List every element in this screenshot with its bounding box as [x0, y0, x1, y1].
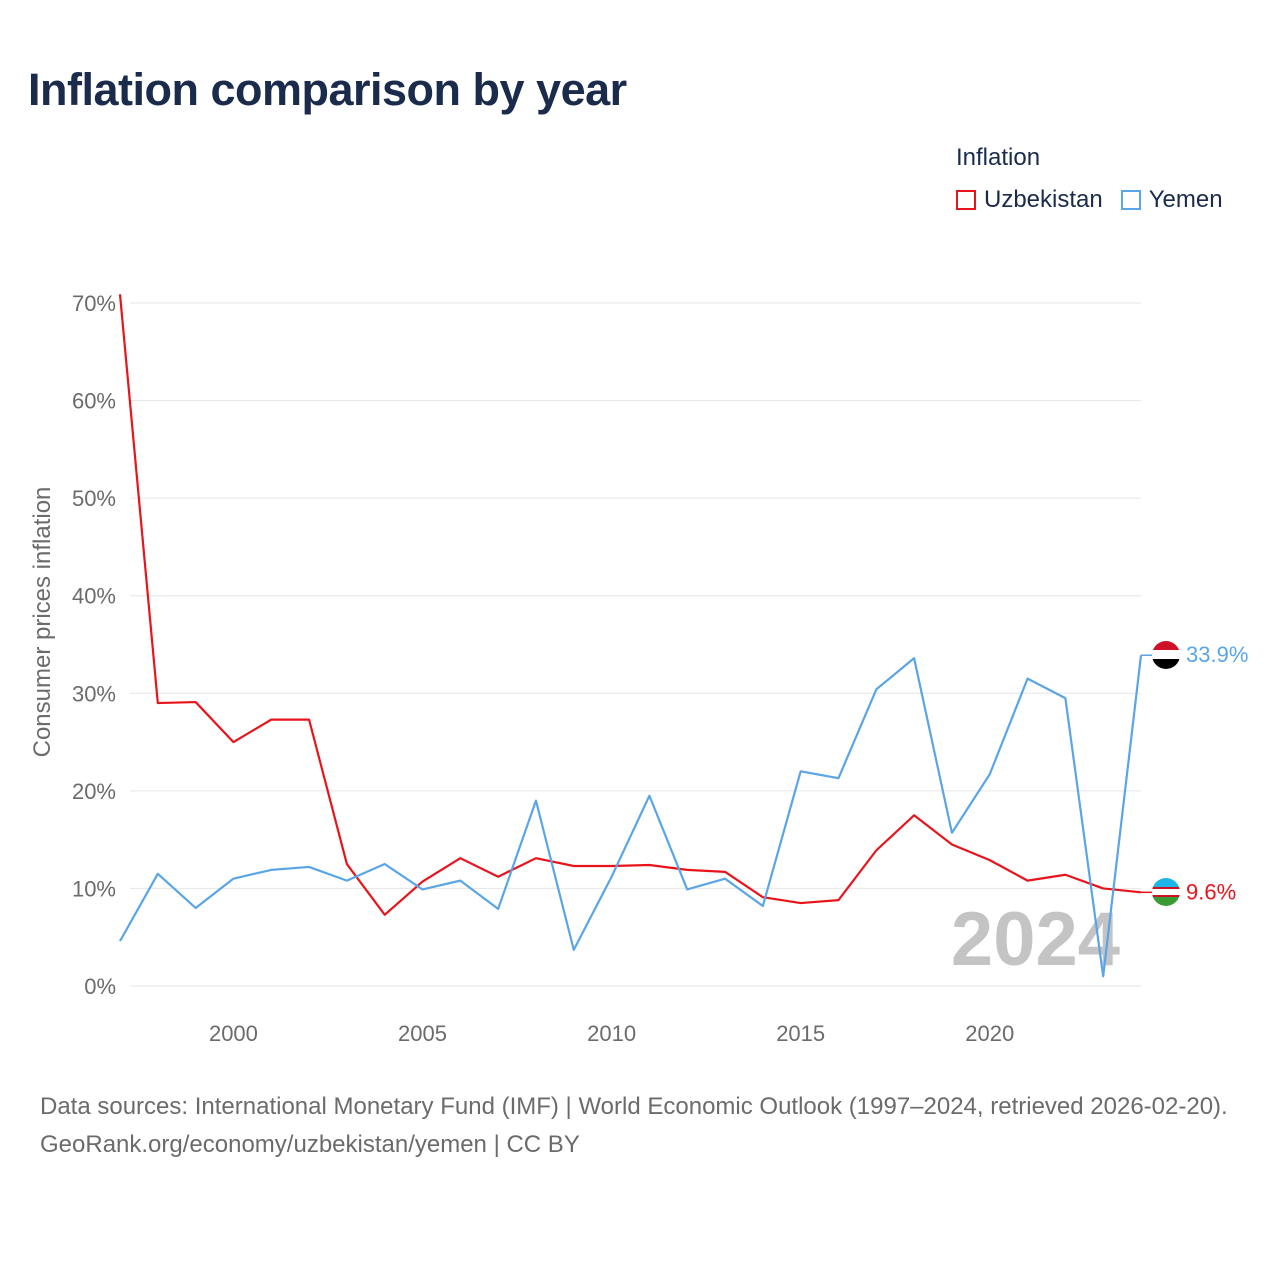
- series-lines: [118, 294, 1152, 978]
- y-tick-label: 30%: [72, 681, 116, 706]
- legend-swatch-yemen: [1120, 190, 1141, 210]
- x-tick-label: 2005: [398, 1021, 447, 1046]
- legend-label-uzbekistan: Uzbekistan: [984, 186, 1103, 213]
- x-tick-label: 2000: [209, 1021, 258, 1046]
- y-tick-label: 10%: [72, 876, 116, 901]
- year-watermark: 2024: [951, 897, 1120, 982]
- x-axis-ticks: 2000 2005 2010 2015 2020: [209, 1021, 1014, 1046]
- legend-label-yemen: Yemen: [1148, 186, 1223, 213]
- series-line-yemen: [119, 655, 1143, 978]
- gridlines: [130, 302, 1141, 987]
- y-tick-label: 70%: [72, 291, 116, 316]
- legend-title: Inflation: [956, 144, 1041, 171]
- series-line-uzbekistan: [118, 294, 1142, 916]
- y-axis-label: Consumer prices inflation: [29, 487, 56, 758]
- y-tick-label: 40%: [72, 584, 116, 609]
- legend-item-uzbekistan[interactable]: Uzbekistan: [956, 186, 1103, 214]
- credit-link[interactable]: GeoRank.org/economy/uzbekistan/yemen | C…: [40, 1131, 580, 1158]
- x-tick-label: 2020: [965, 1021, 1014, 1046]
- line-chart: 0% 10% 20% 30% 40% 50% 60% 70% 2000 2005 2010 2015…: [29, 291, 1248, 1046]
- uzbekistan-flag-icon: [1152, 878, 1180, 906]
- yemen-flag-icon: [1152, 641, 1180, 669]
- chart-title: Inflation comparison by year: [28, 64, 627, 115]
- y-tick-label: 60%: [72, 389, 116, 414]
- y-tick-label: 0%: [84, 974, 116, 999]
- footer: Data sources: International Monetary Fun…: [40, 1088, 1250, 1164]
- legend: Uzbekistan Yemen: [956, 186, 1241, 214]
- end-labels: 9.6% 33.9%: [1186, 642, 1248, 904]
- y-tick-label: 50%: [72, 486, 116, 511]
- y-tick-label: 20%: [72, 779, 116, 804]
- x-tick-label: 2015: [776, 1021, 825, 1046]
- end-label-yemen: 33.9%: [1186, 642, 1248, 667]
- legend-swatch-uzbekistan: [956, 190, 976, 210]
- y-axis-ticks: 0% 10% 20% 30% 40% 50% 60% 70%: [72, 291, 116, 999]
- legend-item-yemen[interactable]: Yemen: [1120, 186, 1223, 214]
- end-label-uzbekistan: 9.6%: [1186, 879, 1236, 904]
- data-source: Data sources: International Monetary Fun…: [40, 1093, 1228, 1120]
- x-tick-label: 2010: [587, 1021, 636, 1046]
